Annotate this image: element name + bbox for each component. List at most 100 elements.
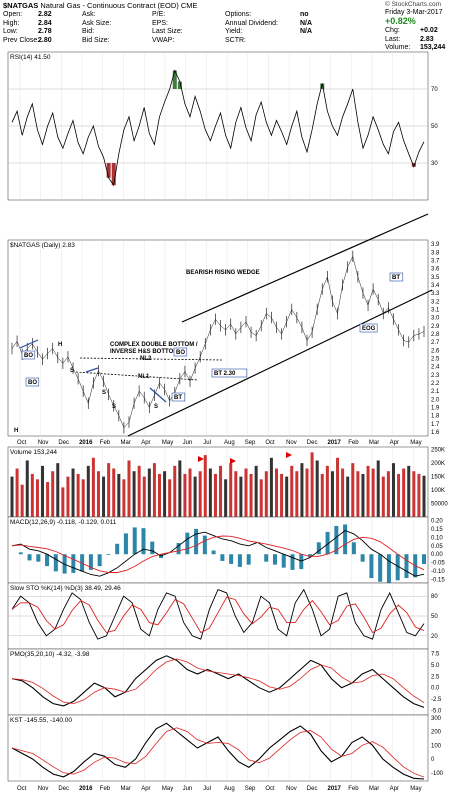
price-tick: 3.0	[431, 316, 440, 322]
volume-bar	[10, 476, 14, 517]
macd-histogram-bar	[141, 528, 146, 555]
volume-bar	[269, 457, 273, 517]
bt-label-1: BT	[174, 395, 182, 401]
field-label: Last Size:	[152, 28, 183, 35]
x-tick-label-bottom: Aug	[224, 786, 235, 792]
x-tick-label: May	[162, 440, 173, 446]
macd-histogram-bar	[378, 554, 383, 582]
x-tick-label: Feb	[348, 440, 359, 446]
volume-bar	[20, 484, 24, 517]
volume-bar	[112, 468, 116, 517]
macd-histogram-bar	[395, 554, 400, 581]
macd-histogram-bar	[202, 535, 207, 555]
bt-label-2: BT	[392, 275, 400, 281]
kst-panel	[7, 714, 429, 782]
eog-label: EOG	[362, 326, 376, 332]
symbol-title: $NATGAS Natural Gas - Continuous Contrac…	[3, 1, 198, 10]
sto-k-line	[11, 588, 425, 640]
x-tick-label: 2017	[328, 440, 342, 446]
macd-histogram-bar	[211, 550, 216, 555]
pmo-tick: 0.0	[431, 686, 440, 692]
date-label: Friday 3-Mar-2017	[385, 9, 443, 16]
price-tick: 3.3	[431, 291, 440, 297]
x-tick-label-bottom: Mar	[121, 786, 131, 792]
volume-bar	[315, 460, 319, 517]
volume-bar	[188, 468, 192, 517]
field-label: VWAP:	[152, 36, 175, 44]
volume-bar	[96, 471, 100, 517]
rsi-overbought-fill	[172, 70, 177, 89]
volume-bar	[219, 465, 223, 517]
sto-title: Slow STO %K(14) %D(3) 38.49, 29.46	[10, 585, 121, 592]
x-tick-label: Mar	[121, 440, 131, 446]
volume-bar	[46, 482, 50, 517]
h-label-2: H	[14, 428, 18, 434]
change-pct: +0.82%	[385, 16, 416, 26]
pmo-title: PMO(35,20,10) -4.32, -3.98	[10, 651, 90, 658]
volume-bar	[249, 473, 253, 517]
wedge-label: BEARISH RISING WEDGE	[186, 270, 260, 276]
macd-histogram-bar	[123, 533, 128, 555]
volume-bar	[198, 471, 202, 517]
macd-tick: 0.10	[431, 535, 443, 541]
field-value: 2.80	[38, 36, 52, 44]
kst-line	[11, 722, 425, 780]
x-tick-label: Sep	[245, 440, 256, 446]
volume-bar	[147, 468, 151, 517]
field-label: High:	[3, 19, 20, 27]
volume-bar	[274, 468, 278, 517]
x-tick-label-bottom: Feb	[348, 786, 359, 792]
sto-tick: 80	[431, 594, 438, 600]
macd-histogram-bar	[246, 554, 251, 565]
volume-bar	[142, 476, 146, 517]
macd-line	[11, 529, 425, 577]
x-tick-label: Aug	[224, 440, 235, 446]
kst-tick: 200	[431, 730, 442, 736]
volume-bar	[320, 473, 324, 517]
macd-histogram-bar	[36, 554, 41, 562]
kst-tick: 100	[431, 743, 442, 749]
price-tick: 3.8	[431, 250, 440, 256]
rsi-title: RSI(14) 41.50	[10, 54, 51, 61]
price-tick: 2.1	[431, 389, 440, 395]
macd-histogram-bar	[299, 554, 304, 570]
volume-tick: 150K	[431, 475, 445, 481]
volume-bar	[341, 468, 345, 517]
volume-bar	[417, 473, 421, 517]
price-tick: 1.9	[431, 405, 440, 411]
volume-bar	[86, 465, 90, 517]
volume-bar	[61, 487, 65, 517]
volume-bar	[66, 476, 70, 517]
field-label: EPS:	[152, 19, 168, 27]
macd-histogram-bar	[237, 554, 242, 567]
pmo-signal-line	[11, 658, 425, 705]
x-tick-label-bottom: Nov	[38, 786, 49, 792]
price-tick: 2.2	[431, 381, 440, 387]
volume-bar	[376, 460, 380, 517]
macd-histogram-bar	[185, 532, 190, 555]
volume-bar	[224, 479, 228, 517]
macd-histogram-bar	[290, 554, 295, 570]
bt230-label-box	[211, 368, 248, 378]
volume-bar	[107, 463, 111, 517]
volume-bar	[239, 476, 243, 517]
bt-label-1-box	[171, 392, 186, 402]
x-tick-label-bottom: Feb	[100, 786, 111, 792]
pattern-label-2: INVERSE H&S BOTTOM	[110, 349, 178, 355]
field-label: Prev Close:	[3, 36, 40, 44]
rsi-tick: 50	[431, 124, 438, 130]
macd-histogram-bar	[80, 554, 85, 572]
volume-bar	[137, 465, 141, 517]
x-tick-label: Nov	[38, 440, 49, 446]
volume-bar	[361, 473, 365, 517]
x-tick-label: Jul	[203, 440, 211, 446]
price-tick: 2.7	[431, 340, 440, 346]
volume-bar	[168, 479, 172, 517]
price-tick: 3.5	[431, 275, 440, 281]
volume-bar	[178, 460, 182, 517]
nl2-line	[79, 357, 223, 361]
field-value: N/A	[300, 28, 313, 35]
volume-bar	[81, 479, 85, 517]
volume-bar	[193, 476, 197, 517]
